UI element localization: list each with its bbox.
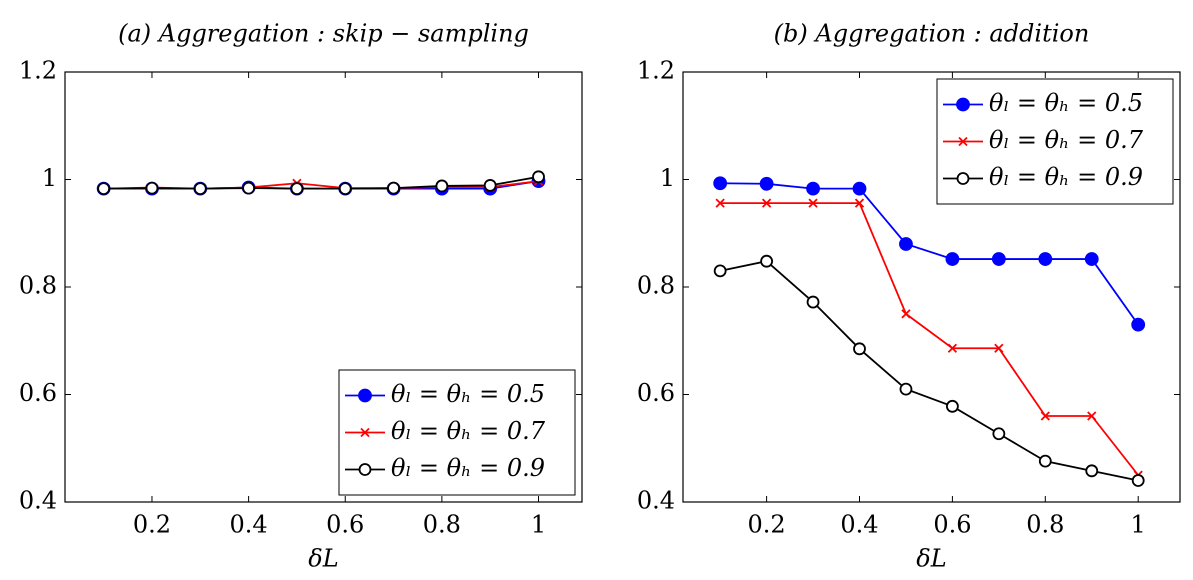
y-tick-label: 0.8 <box>637 272 675 300</box>
marker <box>854 198 865 208</box>
marker <box>435 179 449 193</box>
plot-frame <box>682 71 1181 503</box>
chart-title: (b) Aggregation : addition <box>774 20 1090 48</box>
marker-stroke <box>761 198 772 208</box>
marker <box>715 198 725 208</box>
series-line <box>719 260 1139 482</box>
marker <box>808 198 818 208</box>
marker <box>761 198 772 208</box>
marker-stroke <box>947 343 958 353</box>
marker <box>532 170 545 184</box>
marker <box>387 181 400 195</box>
legend-label: θₗ = θₕ = 0.5 <box>391 380 545 408</box>
legend-label: θₗ = θₕ = 0.9 <box>989 163 1143 191</box>
marker <box>852 181 867 196</box>
marker-stroke <box>808 198 818 208</box>
legend: θₗ = θₕ = 0.5 θₗ = θₕ = 0.7 θₗ = θₕ = 0.9 <box>936 78 1174 205</box>
marker <box>1038 454 1052 468</box>
marker-stroke <box>1087 411 1097 421</box>
legend-marker <box>358 463 372 476</box>
marker-stroke <box>854 198 865 208</box>
marker-stroke <box>360 427 370 438</box>
marker <box>760 254 774 268</box>
plot-frame <box>64 71 583 503</box>
marker <box>713 176 728 191</box>
marker-stroke <box>994 343 1004 353</box>
y-tick-label: 0.6 <box>637 379 675 407</box>
marker <box>899 237 913 251</box>
marker <box>759 176 774 191</box>
marker <box>1040 411 1050 421</box>
marker-stroke <box>1040 411 1050 421</box>
marker <box>1131 317 1146 332</box>
legend-marker <box>956 97 970 112</box>
marker <box>992 427 1006 441</box>
y-tick-label: 1 <box>660 164 675 192</box>
marker <box>806 181 820 196</box>
legend: θₗ = θₕ = 0.5 θₗ = θₕ = 0.7 θₗ = θₕ = 0.9 <box>338 369 576 496</box>
marker <box>899 382 913 396</box>
marker <box>1087 411 1097 421</box>
y-tick-label: 0.4 <box>637 487 675 515</box>
x-tick-label: 0.6 <box>933 511 971 539</box>
marker <box>947 343 958 353</box>
marker <box>290 182 304 196</box>
series-line <box>720 182 1139 326</box>
marker <box>994 343 1004 353</box>
legend-label: θₗ = θₕ = 0.5 <box>989 89 1143 117</box>
legend-label: θₗ = θₕ = 0.7 <box>989 126 1144 154</box>
marker <box>1084 252 1099 266</box>
marker <box>97 182 111 196</box>
y-tick-label: 1.2 <box>19 57 57 85</box>
marker <box>483 179 497 192</box>
marker <box>853 342 866 356</box>
marker <box>338 182 352 196</box>
chart-title: (a) Aggregation : skip − sampling <box>118 20 529 48</box>
marker <box>1131 474 1145 487</box>
marker <box>946 399 959 413</box>
x-tick-label: 1 <box>531 511 546 539</box>
legend-marker <box>958 136 968 147</box>
marker-stroke <box>715 198 725 208</box>
marker <box>713 264 727 278</box>
x-tick-label: 0.4 <box>840 511 878 539</box>
series-line <box>720 202 1139 476</box>
marker <box>806 295 820 309</box>
marker <box>145 181 159 195</box>
y-tick-label: 0.6 <box>19 379 57 407</box>
legend-label: θₗ = θₕ = 0.7 <box>391 417 546 445</box>
legend-label: θₗ = θₕ = 0.9 <box>391 454 545 482</box>
marker <box>1085 464 1099 478</box>
marker-stroke <box>958 136 968 147</box>
marker-stroke <box>901 309 911 319</box>
y-tick-label: 1.2 <box>637 57 675 85</box>
legend-marker <box>360 427 370 438</box>
y-tick-label: 1 <box>42 164 57 192</box>
x-tick-label: 0.2 <box>748 511 786 539</box>
x-tick-label: 0.6 <box>326 511 364 539</box>
series-line <box>103 175 539 190</box>
marker <box>991 252 1006 266</box>
marker <box>242 181 256 195</box>
y-tick-label: 0.4 <box>19 487 57 515</box>
x-axis-label: δL <box>308 545 338 573</box>
x-tick-label: 0.4 <box>230 511 268 539</box>
legend-marker <box>358 388 372 403</box>
marker <box>193 182 207 196</box>
x-tick-label: 1 <box>1131 511 1146 539</box>
x-tick-label: 0.8 <box>1026 511 1064 539</box>
x-axis-label: δL <box>916 545 946 573</box>
marker <box>1038 252 1053 266</box>
x-tick-label: 0.8 <box>423 511 461 539</box>
y-tick-label: 0.8 <box>19 272 57 300</box>
x-tick-label: 0.2 <box>133 511 171 539</box>
marker <box>945 252 960 266</box>
marker <box>901 309 911 319</box>
legend-marker <box>956 172 970 185</box>
